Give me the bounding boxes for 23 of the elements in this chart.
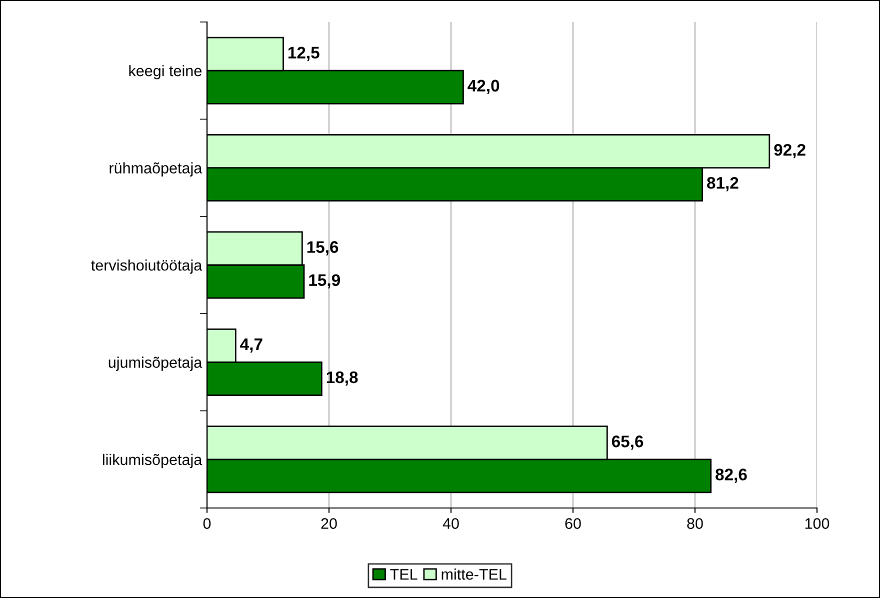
legend-label: TEL (390, 569, 418, 580)
data-label: 4,7 (240, 338, 262, 353)
x-tick-label: 40 (442, 518, 459, 529)
x-tick-label: 0 (203, 518, 211, 529)
x-tick-label: 20 (321, 518, 337, 529)
data-label: 81,2 (707, 176, 738, 192)
x-tick-label: 100 (805, 518, 830, 529)
y-tick-label: tervishoiutöötaja (91, 259, 202, 274)
data-label: 15,6 (307, 241, 338, 256)
y-tick-label: ujumisõpetaja (108, 356, 202, 371)
y-tick-label: keegi teine (129, 65, 202, 80)
data-label: 65,6 (612, 436, 644, 450)
data-label: 42,0 (468, 80, 500, 94)
x-tick-label: 60 (565, 518, 581, 529)
y-tick-label: rühmaõpetaja (110, 162, 202, 177)
data-label: 92,2 (774, 144, 806, 158)
y-tick-label: liikumisõpetaja (102, 454, 202, 468)
data-label: 18,8 (326, 371, 358, 386)
data-label: 12,5 (288, 46, 320, 61)
x-tick-label: 80 (687, 518, 703, 529)
data-label: 15,9 (309, 274, 340, 288)
legend-label: mitte-TEL (442, 568, 506, 580)
data-label: 82,6 (716, 468, 747, 483)
